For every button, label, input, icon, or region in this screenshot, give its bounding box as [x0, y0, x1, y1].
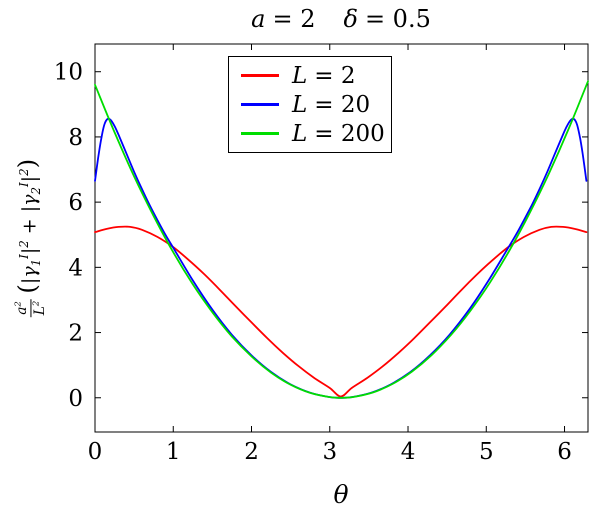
legend-line-blue	[241, 103, 279, 106]
legend-line-green	[241, 132, 279, 135]
legend-item-L200: L = 200	[241, 119, 391, 148]
fraction-denominator: L2	[29, 300, 48, 316]
plot-border	[94, 43, 589, 433]
x-axis-label: θ	[333, 480, 349, 509]
legend-label: L = 20	[292, 91, 371, 118]
legend-label: L = 2	[292, 62, 356, 89]
tick-label: 2	[68, 321, 83, 347]
y-axis-label: a2 L2 (|γ1I|2 + |γ2I|2)	[12, 158, 48, 318]
tick-label: 0	[88, 439, 103, 465]
tick-label: 4	[68, 255, 83, 281]
title-var-delta: δ	[343, 5, 358, 33]
legend-line-red	[241, 74, 279, 77]
tick-label: 6	[68, 190, 83, 216]
tick-label: 0	[68, 386, 83, 412]
axis-ticks	[94, 44, 588, 432]
tick-label: 2	[244, 439, 259, 465]
open-paren: (	[12, 284, 42, 294]
close-paren: )	[12, 158, 42, 169]
tick-label: 3	[322, 439, 337, 465]
plot-title: a = 2 δ = 0.5	[251, 5, 431, 33]
y-axis-label-fraction: a2 L2	[12, 298, 48, 318]
tick-label: 8	[68, 125, 83, 151]
tick-label: 6	[557, 439, 572, 465]
legend: L = 2 L = 20 L = 200	[228, 56, 392, 153]
title-var-a: a	[251, 5, 266, 33]
legend-item-L2: L = 2	[241, 61, 391, 90]
curve-L200	[94, 80, 589, 399]
curve-L2	[94, 225, 588, 398]
legend-item-L20: L = 20	[241, 90, 391, 119]
title-eq-a: = 2	[272, 5, 316, 33]
legend-label: L = 200	[292, 120, 385, 147]
tick-label: 4	[401, 439, 416, 465]
title-eq-delta: = 0.5	[364, 5, 431, 33]
axis-tick-labels: 0 1 2 3 4 5 6 0 2 4 6 8 10	[54, 60, 572, 465]
tick-label: 10	[54, 60, 83, 86]
curves	[94, 80, 589, 399]
fraction-numerator: a2	[12, 298, 31, 318]
tick-label: 1	[166, 439, 181, 465]
curve-L20	[94, 117, 588, 399]
tick-label: 5	[479, 439, 494, 465]
